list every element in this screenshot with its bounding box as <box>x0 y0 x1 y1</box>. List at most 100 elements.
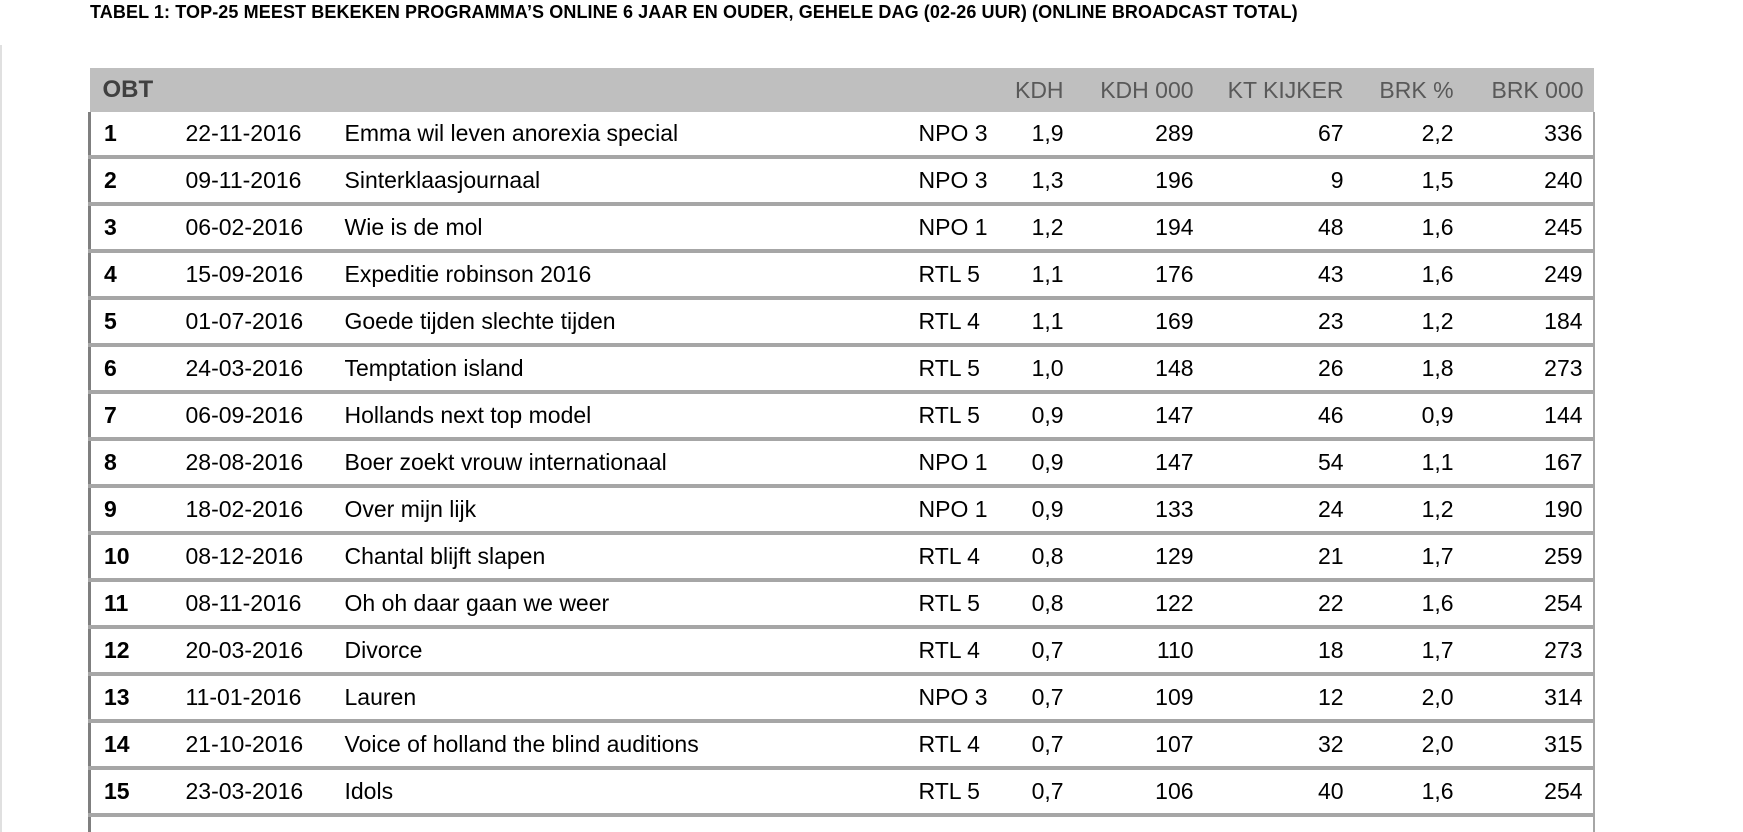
program-cell: Expeditie robinson 2016 <box>344 251 907 298</box>
program-cell: Sinterklaasjournaal <box>344 157 907 204</box>
kt-kijker-cell: 46 <box>1201 392 1352 439</box>
kdh-000-cell: 107 <box>1071 721 1202 768</box>
brk-000-cell: 314 <box>1461 674 1594 721</box>
kdh-cell: 0,9 <box>1001 392 1072 439</box>
date-cell: 09-11-2016 <box>185 157 345 204</box>
brk-pct-cell: 2,0 <box>1351 721 1462 768</box>
brk-pct-cell: 1,6 <box>1351 204 1462 251</box>
kt-kijker-cell: 22 <box>1201 580 1352 627</box>
kdh-000-cell: 148 <box>1071 345 1202 392</box>
program-cell: Voice of holland the blind auditions <box>344 721 907 768</box>
program-cell: Boer zoekt vrouw internationaal <box>344 439 907 486</box>
channel-cell: NPO 1 <box>906 486 1002 533</box>
program-cell: Temptation island <box>344 345 907 392</box>
table-row: 2 09-11-2016 Sinterklaasjournaal NPO 3 1,3 19… <box>89 157 1594 204</box>
brk-000-cell: 273 <box>1461 345 1594 392</box>
column-header-kt-kijker: KT KIJKER <box>1201 68 1352 112</box>
channel-cell: RTL 5 <box>906 768 1002 815</box>
rank-cell: 10 <box>89 533 186 580</box>
brk-000-cell <box>1461 815 1594 832</box>
table-row: 15 23-03-2016 Idols RTL 5 0,7 106 40 1,6 254 <box>89 768 1594 815</box>
brk-pct-cell: 1,8 <box>1351 345 1462 392</box>
channel-cell: NPO 3 <box>906 112 1002 157</box>
table-row: 11 08-11-2016 Oh oh daar gaan we weer RTL 5… <box>89 580 1594 627</box>
brk-000-cell: 249 <box>1461 251 1594 298</box>
channel-cell: RTL 4 <box>906 627 1002 674</box>
kdh-000-cell: 196 <box>1071 157 1202 204</box>
kt-kijker-cell: 12 <box>1201 674 1352 721</box>
kdh-000-cell <box>1071 815 1202 832</box>
kdh-000-cell: 110 <box>1071 627 1202 674</box>
table-row: 1 22-11-2016 Emma wil leven anorexia speci… <box>89 112 1594 157</box>
kdh-000-cell: 109 <box>1071 674 1202 721</box>
kdh-000-cell: 106 <box>1071 768 1202 815</box>
channel-cell: RTL 5 <box>906 392 1002 439</box>
table-row: 9 18-02-2016 Over mijn lijk NPO 1 0,9 133 24 1,… <box>89 486 1594 533</box>
kt-kijker-cell: 18 <box>1201 627 1352 674</box>
program-cell: Chantal blijft slapen <box>344 533 907 580</box>
rank-cell: 5 <box>89 298 186 345</box>
brk-pct-cell: 1,7 <box>1351 533 1462 580</box>
brk-pct-cell: 2,0 <box>1351 674 1462 721</box>
channel-cell: RTL 5 <box>906 580 1002 627</box>
kdh-cell: 1,1 <box>1001 251 1072 298</box>
table-row: 13 11-01-2016 Lauren NPO 3 0,7 109 12 2,0 314 <box>89 674 1594 721</box>
table-row: 14 21-10-2016 Voice of holland the blind a… <box>89 721 1594 768</box>
brk-pct-cell: 1,5 <box>1351 157 1462 204</box>
brk-pct-cell: 2,2 <box>1351 112 1462 157</box>
rank-cell: 2 <box>89 157 186 204</box>
kt-kijker-cell: 40 <box>1201 768 1352 815</box>
program-cell <box>344 815 907 832</box>
rank-cell: 3 <box>89 204 186 251</box>
channel-cell: NPO 1 <box>906 204 1002 251</box>
date-cell: 28-08-2016 <box>185 439 345 486</box>
date-cell: 08-12-2016 <box>185 533 345 580</box>
brk-pct-cell: 1,1 <box>1351 439 1462 486</box>
brk-000-cell: 315 <box>1461 721 1594 768</box>
kt-kijker-cell: 54 <box>1201 439 1352 486</box>
kdh-cell: 0,9 <box>1001 439 1072 486</box>
column-header-brk-000: BRK 000 <box>1461 68 1594 112</box>
channel-cell: RTL 5 <box>906 345 1002 392</box>
kdh-000-cell: 122 <box>1071 580 1202 627</box>
date-cell: 23-03-2016 <box>185 768 345 815</box>
column-header-obt: OBT <box>89 68 1002 112</box>
table-row-partial <box>89 815 1594 832</box>
brk-000-cell: 240 <box>1461 157 1594 204</box>
program-cell: Wie is de mol <box>344 204 907 251</box>
top25-table-container: OBT KDH KDH 000 KT KIJKER BRK % BRK 000 1 22-… <box>88 68 1595 832</box>
table-title: TABEL 1: TOP-25 MEEST BEKEKEN PROGRAMMA’… <box>90 2 1298 22</box>
program-cell: Goede tijden slechte tijden <box>344 298 907 345</box>
rank-cell: 6 <box>89 345 186 392</box>
rank-cell: 15 <box>89 768 186 815</box>
top25-table: OBT KDH KDH 000 KT KIJKER BRK % BRK 000 1 22-… <box>88 68 1595 832</box>
rank-cell: 8 <box>89 439 186 486</box>
rank-cell: 4 <box>89 251 186 298</box>
brk-000-cell: 190 <box>1461 486 1594 533</box>
brk-000-cell: 184 <box>1461 298 1594 345</box>
table-row: 8 28-08-2016 Boer zoekt vrouw internationa… <box>89 439 1594 486</box>
brk-pct-cell: 1,2 <box>1351 486 1462 533</box>
kdh-cell: 1,2 <box>1001 204 1072 251</box>
date-cell: 20-03-2016 <box>185 627 345 674</box>
table-row: 6 24-03-2016 Temptation island RTL 5 1,0 148 2… <box>89 345 1594 392</box>
channel-cell: RTL 4 <box>906 298 1002 345</box>
kt-kijker-cell: 21 <box>1201 533 1352 580</box>
rank-cell: 12 <box>89 627 186 674</box>
program-cell: Divorce <box>344 627 907 674</box>
rank-cell: 13 <box>89 674 186 721</box>
channel-cell: NPO 1 <box>906 439 1002 486</box>
channel-cell: NPO 3 <box>906 157 1002 204</box>
date-cell: 18-02-2016 <box>185 486 345 533</box>
brk-000-cell: 144 <box>1461 392 1594 439</box>
rank-cell: 7 <box>89 392 186 439</box>
kt-kijker-cell: 48 <box>1201 204 1352 251</box>
table-row: 3 06-02-2016 Wie is de mol NPO 1 1,2 194 48 1,6… <box>89 204 1594 251</box>
brk-000-cell: 254 <box>1461 768 1594 815</box>
kdh-cell <box>1001 815 1072 832</box>
program-cell: Emma wil leven anorexia special <box>344 112 907 157</box>
channel-cell: RTL 4 <box>906 533 1002 580</box>
kdh-cell: 0,7 <box>1001 627 1072 674</box>
date-cell: 24-03-2016 <box>185 345 345 392</box>
rank-cell: 14 <box>89 721 186 768</box>
